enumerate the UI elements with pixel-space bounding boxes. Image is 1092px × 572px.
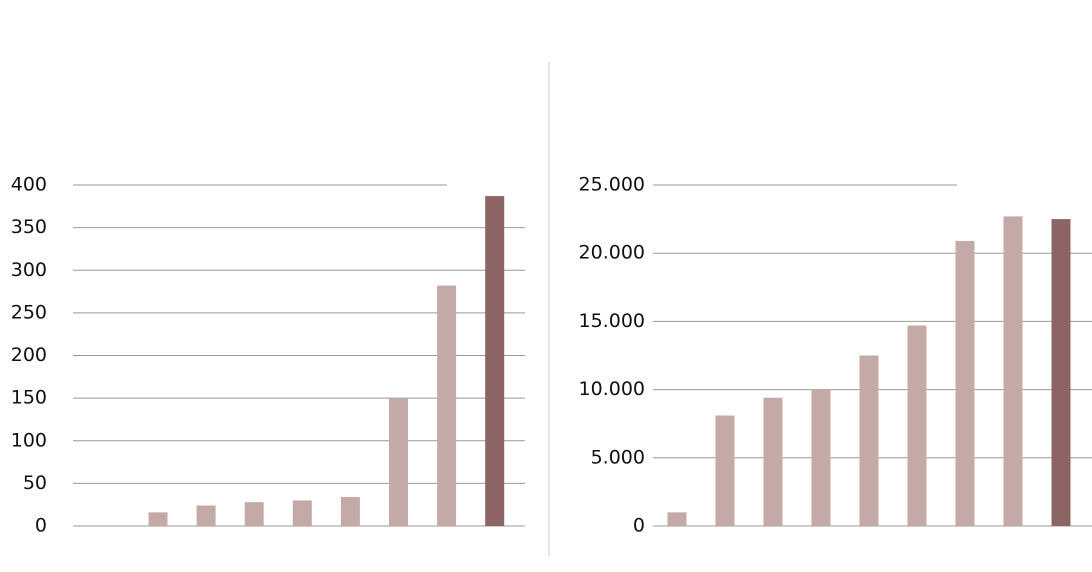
- bar: [1003, 216, 1023, 526]
- bar: [196, 505, 216, 526]
- bar: [340, 497, 360, 526]
- y-tick-label: 400: [11, 174, 47, 196]
- bar: [148, 512, 168, 526]
- y-tick-label: 350: [11, 216, 47, 238]
- bar: [292, 500, 312, 526]
- y-tick-label: 10.000: [579, 378, 645, 400]
- y-tick-label: 300: [11, 259, 47, 281]
- bar: [859, 355, 879, 526]
- bar: [437, 285, 457, 526]
- bar: [955, 240, 975, 526]
- bar: [389, 398, 408, 526]
- y-tick-label: 150: [11, 387, 47, 409]
- bar: [485, 196, 505, 526]
- bar: [244, 502, 264, 526]
- y-tick-label: 15.000: [579, 310, 645, 332]
- bar: [667, 512, 687, 526]
- bar: [763, 397, 783, 526]
- bar: [811, 389, 831, 526]
- bar: [907, 325, 927, 526]
- y-tick-label: 25.000: [579, 174, 645, 196]
- y-tick-label: 20.000: [579, 242, 645, 264]
- y-tick-label: 250: [11, 301, 47, 323]
- y-tick-label: 50: [23, 472, 47, 494]
- y-tick-label: 200: [11, 344, 47, 366]
- y-tick-label: 100: [11, 429, 47, 451]
- y-tick-label: 0: [35, 515, 47, 537]
- y-tick-label: 0: [633, 515, 645, 537]
- y-tick-label: 5.000: [591, 446, 645, 468]
- bar: [715, 415, 735, 526]
- bar: [1051, 219, 1071, 526]
